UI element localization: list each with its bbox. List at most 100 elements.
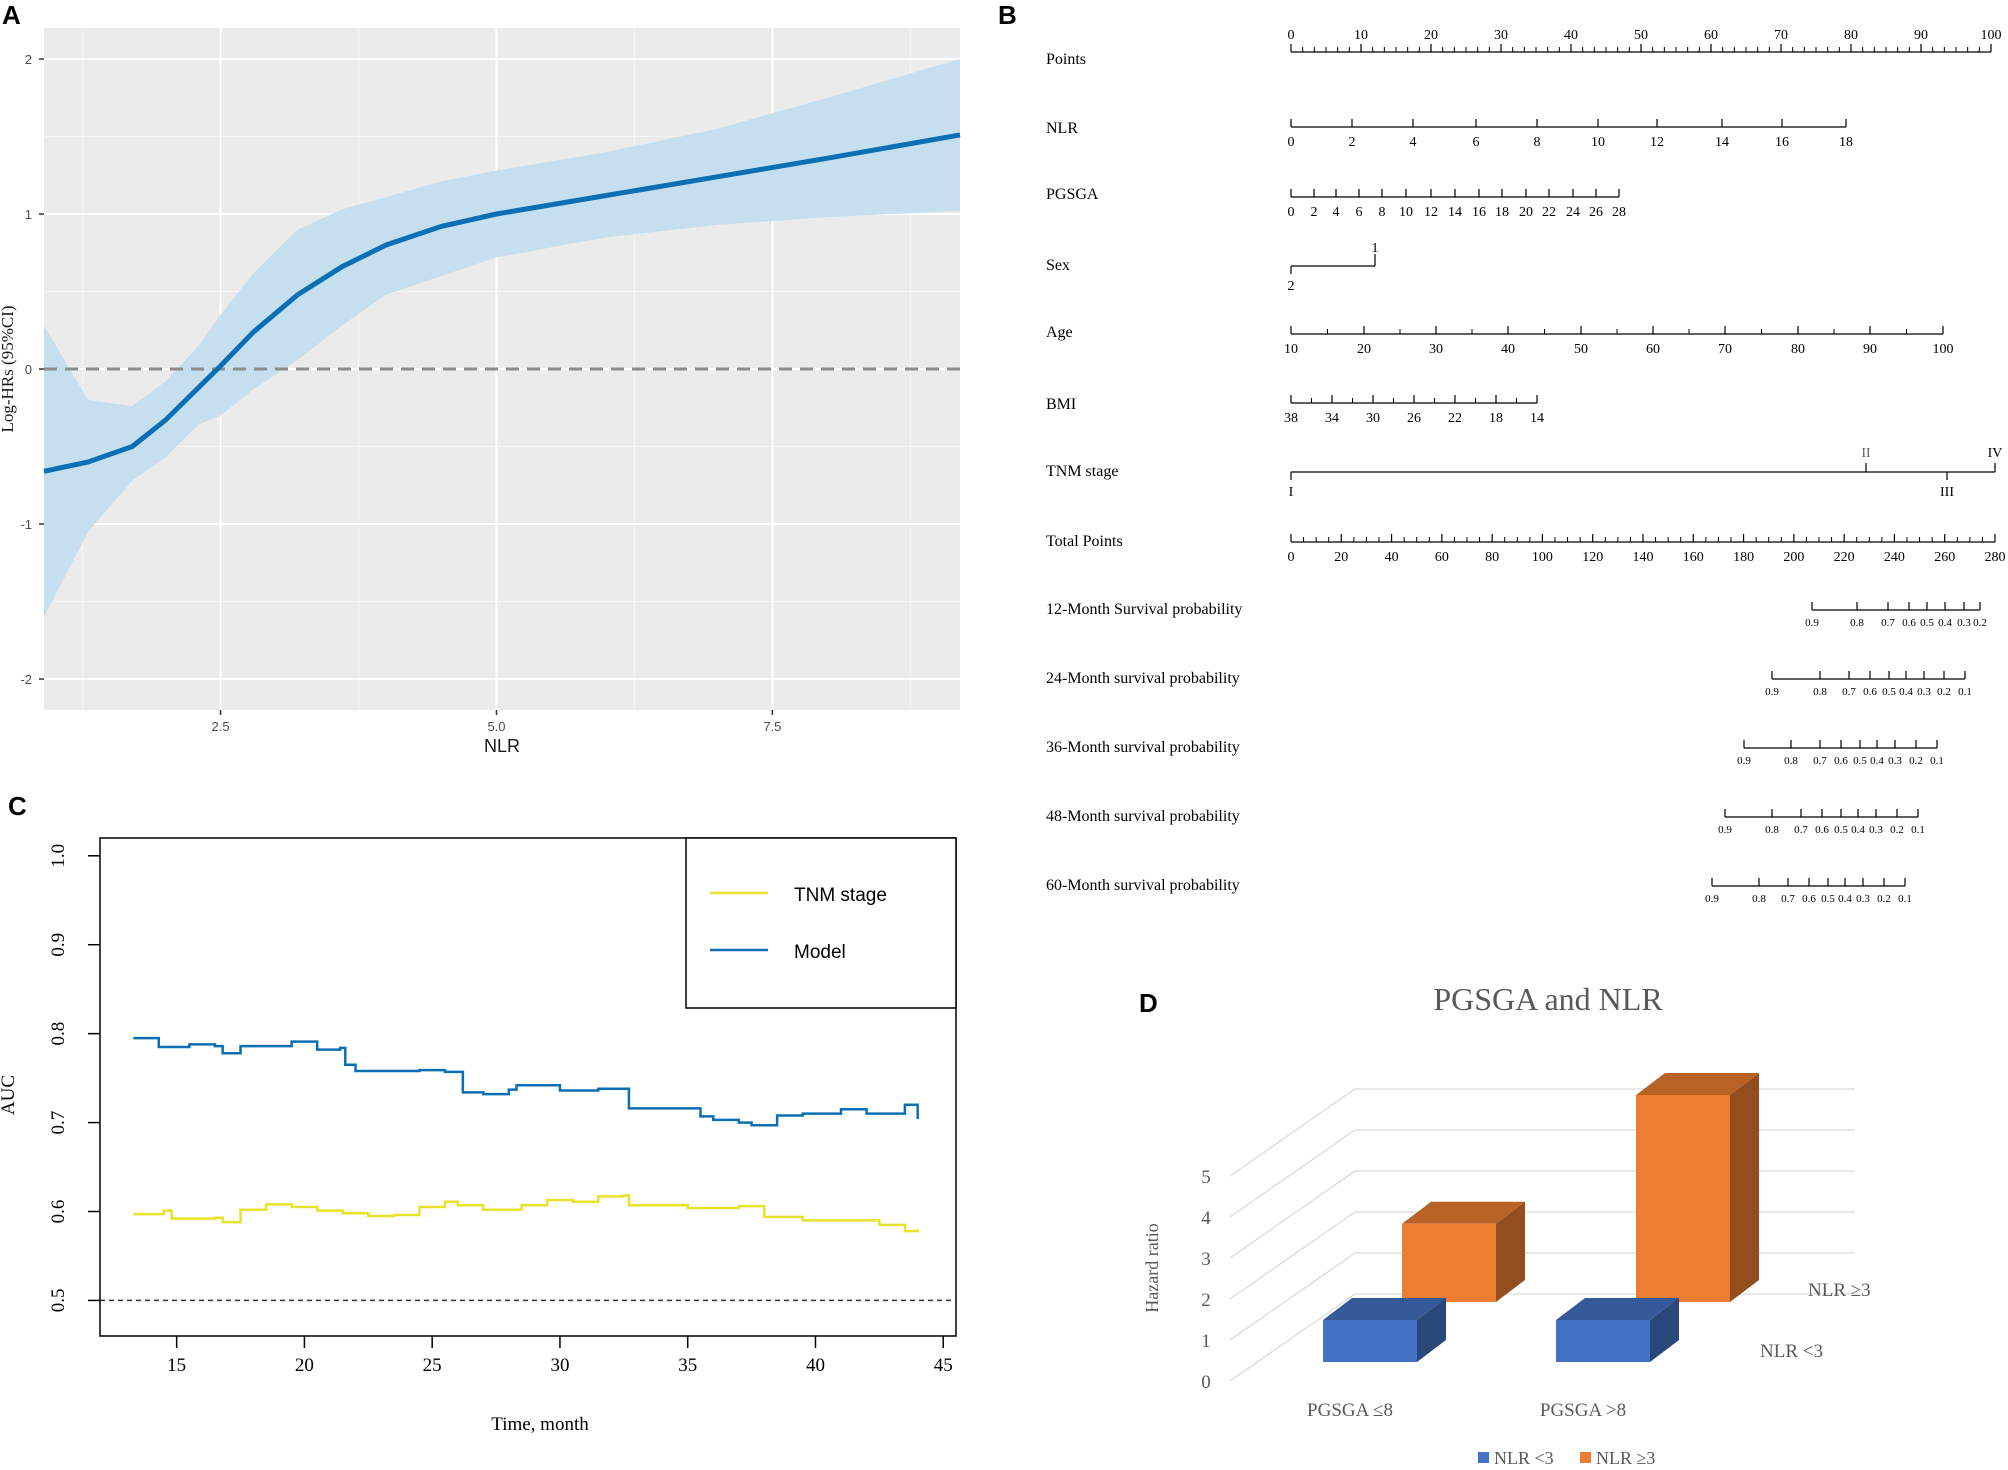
tnm-stage-line <box>133 1194 919 1233</box>
tick-label: 0 <box>1288 135 1295 150</box>
grid-line-depth <box>1229 1129 1356 1218</box>
y-tick-label: 5 <box>1201 1167 1211 1188</box>
tick-label: 0.5 <box>1853 755 1867 767</box>
tick-label: 34 <box>1325 411 1339 426</box>
tick-label: 24 <box>1566 205 1580 220</box>
tick-label: 10 <box>1284 342 1298 357</box>
nomogram-row-48-month: 48-Month survival probability 0.9 0.8 0.7 0… <box>1046 808 1925 836</box>
nomogram-row-bmi: BMI 38 34 30 26 22 18 14 <box>1046 395 1544 426</box>
tick-label: 0.4 <box>1838 893 1852 905</box>
depth-label-nlr-low: NLR <3 <box>1760 1341 1823 1362</box>
y-tick-label: 0.8 <box>48 1022 69 1046</box>
tick-label: 80 <box>1844 28 1858 43</box>
bar-front <box>1323 1320 1417 1362</box>
y-tick-label: 2 <box>25 52 32 67</box>
x-axis-ticks: 15 20 25 30 35 40 45 <box>167 1336 953 1376</box>
tick-label: 10 <box>1354 28 1368 43</box>
tick-label: 0.6 <box>1902 617 1916 629</box>
row-label: Total Points <box>1046 533 1123 550</box>
bar-top <box>1636 1073 1759 1095</box>
tick-label: 0.8 <box>1784 755 1798 767</box>
x-tick-label: 30 <box>550 1355 569 1376</box>
tick-label: 20 <box>1424 28 1438 43</box>
y-tick-label: -1 <box>20 517 32 532</box>
x-axis-ticks: 2.5 5.0 7.5 <box>212 710 781 734</box>
tick-label: 30 <box>1429 342 1443 357</box>
tick-label: 0.7 <box>1813 755 1827 767</box>
y-tick-label: 3 <box>1201 1249 1211 1270</box>
tick-label: 0.4 <box>1938 617 1952 629</box>
tick-label: 0.7 <box>1842 686 1856 698</box>
legend: NLR <3 NLR ≥3 <box>1478 1448 1655 1468</box>
tick-label: 90 <box>1914 28 1928 43</box>
x-tick-label: 25 <box>423 1355 442 1376</box>
tick-label: 20 <box>1357 342 1371 357</box>
tick-label: 1 <box>1372 241 1379 256</box>
tick-label: 28 <box>1612 205 1626 220</box>
y-axis-label: AUC <box>0 1075 19 1115</box>
tick-label: 0.6 <box>1815 824 1829 836</box>
bar-nlr-high-2 <box>1636 1073 1759 1302</box>
panel-a-spline-chart: -2 -1 0 1 2 2.5 5.0 7.5 NLR Log-HRs (95%CI) <box>0 28 961 756</box>
tick-label: 0 <box>1288 205 1295 220</box>
tick-label: 100 <box>1981 28 2002 43</box>
tick-label: 0.2 <box>1877 893 1891 905</box>
nomogram-row-total-points: Total Points 0 20 40 60 80 100 120 140 160 180 200… <box>1046 533 2006 565</box>
tick-label: 0.8 <box>1850 617 1864 629</box>
tick-label: 140 <box>1633 550 1654 565</box>
tick-label: 0.1 <box>1898 893 1912 905</box>
bars <box>1323 1073 1759 1362</box>
legend-swatch-nlr-low <box>1478 1452 1489 1463</box>
tick-label: III <box>1940 485 1954 500</box>
y-tick-label: 1 <box>1201 1331 1211 1352</box>
tick-label: 40 <box>1564 28 1578 43</box>
x-tick-label: 45 <box>934 1355 953 1376</box>
tick-label: 12 <box>1650 135 1664 150</box>
tick-label: 30 <box>1366 411 1380 426</box>
tick-label: 220 <box>1834 550 1855 565</box>
tick-label: 60 <box>1704 28 1718 43</box>
tick-label: 26 <box>1589 205 1603 220</box>
plot-frame <box>99 837 957 1337</box>
y-axis-label: Log-HRs (95%CI) <box>0 305 17 432</box>
chart-title: PGSGA and NLR <box>1433 981 1663 1017</box>
tick-label: 0.3 <box>1888 755 1902 767</box>
nomogram-row-tnm-stage: TNM stage II IVI III <box>1046 446 2002 500</box>
panel-c-time-auc-chart: 0.5 0.6 0.7 0.8 0.9 1.0 15 20 25 30 35 40 45 TNM st… <box>0 837 957 1435</box>
tick-label: 160 <box>1683 550 1704 565</box>
tick-label: 38 <box>1284 411 1298 426</box>
tick-label: 60 <box>1646 342 1660 357</box>
tick-label: 20 <box>1519 205 1533 220</box>
bar-side <box>1730 1073 1759 1302</box>
legend-label-model: Model <box>794 942 846 963</box>
tick-label: 2 <box>1288 279 1295 294</box>
legend-label-nlr-high: NLR ≥3 <box>1596 1448 1655 1468</box>
tick-label: 0.5 <box>1882 686 1896 698</box>
tick-label: 0.5 <box>1920 617 1934 629</box>
nomogram-row-24-month: 24-Month survival probability 0.9 0.8 0.7 0… <box>1046 670 1972 698</box>
tick-label: 100 <box>1532 550 1553 565</box>
row-label: 12-Month Survival probability <box>1046 601 1242 618</box>
tick-label: 120 <box>1582 550 1603 565</box>
x-tick-label: 7.5 <box>763 719 781 734</box>
nomogram-row-age: Age 10 20 30 40 50 60 70 80 90 100 <box>1046 324 1954 357</box>
y-tick-label: 0.9 <box>48 933 69 957</box>
category-label-pgsga-low: PGSGA ≤8 <box>1307 1400 1393 1421</box>
nomogram-row-36-month: 36-Month survival probability 0.9 0.8 0.7 0… <box>1046 739 1944 767</box>
tick-label: 4 <box>1333 205 1340 220</box>
tick-label: 0.8 <box>1813 686 1827 698</box>
grid-line-depth <box>1229 1293 1356 1382</box>
grid-line-depth <box>1229 1170 1356 1259</box>
row-label: 24-Month survival probability <box>1046 670 1240 687</box>
tick-label: 0.3 <box>1869 824 1883 836</box>
x-tick-label: 15 <box>167 1355 186 1376</box>
y-axis-ticks: 0.5 0.6 0.7 0.8 0.9 1.0 <box>48 844 100 1312</box>
tick-label: 280 <box>1985 550 2006 565</box>
tick-label: 40 <box>1501 342 1515 357</box>
y-tick-label: 0 <box>25 362 32 377</box>
bar-front <box>1402 1223 1496 1302</box>
tick-label: 80 <box>1485 550 1499 565</box>
tick-label: 200 <box>1783 550 1804 565</box>
tick-label: 0.9 <box>1705 893 1719 905</box>
legend-box <box>685 837 957 1009</box>
